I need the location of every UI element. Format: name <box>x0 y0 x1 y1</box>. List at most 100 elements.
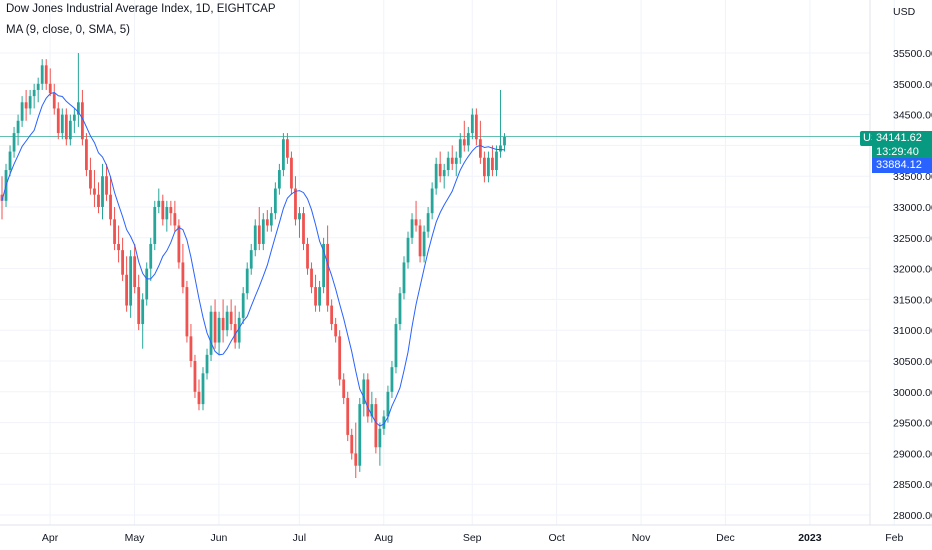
candle <box>487 151 490 183</box>
candle <box>430 182 434 220</box>
candle-body <box>64 114 68 140</box>
y-tick-label: 28500.00 <box>893 479 932 491</box>
candle-body <box>101 176 104 207</box>
candle <box>346 391 350 442</box>
candle-body <box>298 213 301 220</box>
candle <box>16 114 20 146</box>
candle <box>241 287 245 325</box>
candle-body <box>362 379 366 405</box>
candle <box>60 108 64 140</box>
candle-body <box>294 188 297 220</box>
candle <box>12 126 16 158</box>
candle <box>173 200 177 232</box>
candle <box>40 59 44 90</box>
y-tick-label: 30000.00 <box>893 387 932 399</box>
candle <box>269 207 273 232</box>
candle <box>245 262 249 300</box>
x-tick-label: Sep <box>463 532 482 544</box>
candle-body <box>414 219 418 226</box>
candle-body <box>109 194 112 220</box>
candle-body <box>72 114 76 121</box>
candle <box>458 133 462 164</box>
candle-body <box>499 145 502 152</box>
candle-body <box>181 262 185 288</box>
price-axis[interactable]: 28000.00 28500.00 29000.00 29500.00 30000.00… <box>893 48 932 522</box>
x-tick-label: Jul <box>293 532 306 544</box>
candle <box>72 108 76 134</box>
x-tick-label: Feb <box>885 532 903 544</box>
candle <box>495 145 498 177</box>
candle <box>193 354 197 398</box>
candle-body <box>157 200 161 207</box>
candle-body <box>253 225 257 251</box>
candle <box>478 120 482 164</box>
candle-body <box>269 213 273 226</box>
candles <box>0 53 506 479</box>
candle-body <box>442 170 446 177</box>
y-tick-label: 35000.00 <box>893 79 932 91</box>
candle-body <box>44 65 48 84</box>
candle-body <box>358 404 362 466</box>
candle <box>20 96 24 127</box>
candle-body <box>282 139 285 171</box>
y-tick-label: 29500.00 <box>893 418 932 430</box>
candle-body <box>374 404 378 448</box>
candle <box>157 188 161 214</box>
candle <box>85 133 88 177</box>
candle-body <box>257 225 261 244</box>
candle <box>310 262 313 294</box>
candle-body <box>16 120 20 134</box>
candle-body <box>141 299 145 325</box>
candle-body <box>117 243 120 251</box>
candle-body <box>165 207 169 220</box>
candle <box>0 176 4 220</box>
candle-body <box>390 367 394 392</box>
candle <box>326 225 330 312</box>
candle-body <box>0 194 4 201</box>
candle-body <box>450 157 454 164</box>
candle-body <box>52 93 56 109</box>
candle-body <box>129 256 133 306</box>
time-axis[interactable]: Apr May Jun Jul Aug Sep Oct Nov Dec 2023 Feb <box>42 532 904 544</box>
candle <box>406 231 410 269</box>
candle-body <box>113 219 116 244</box>
candle <box>36 77 40 103</box>
candle <box>306 237 309 275</box>
candle <box>8 145 12 177</box>
y-tick-label: 32000.00 <box>893 264 932 276</box>
candle-body <box>201 373 205 405</box>
candle-body <box>394 324 398 368</box>
candle <box>97 182 100 214</box>
candle-body <box>426 213 430 232</box>
candle <box>286 133 289 164</box>
candle <box>398 287 402 331</box>
candle <box>414 200 418 232</box>
candle <box>213 299 217 349</box>
candle <box>338 330 342 386</box>
candle-body <box>121 250 124 275</box>
candle-body <box>173 213 177 226</box>
candle <box>290 151 293 195</box>
indicator-legend[interactable]: MA (9, close, 0, SMA, 5) <box>6 24 130 36</box>
candle-body <box>487 157 490 177</box>
candle <box>314 274 317 312</box>
candle <box>149 237 153 281</box>
candle-body <box>28 96 32 109</box>
candle-body <box>76 102 80 115</box>
candle <box>24 89 28 121</box>
x-tick-label: May <box>125 532 146 544</box>
candle-body <box>402 262 406 294</box>
candle <box>113 207 116 251</box>
candle <box>141 293 145 349</box>
candle <box>205 348 209 380</box>
candle-body <box>370 404 374 417</box>
candle-body <box>221 317 225 331</box>
candle-body <box>483 157 486 177</box>
candle-body <box>32 89 36 97</box>
y-tick-label: 33500.00 <box>893 171 932 183</box>
candle <box>302 207 305 251</box>
candle <box>454 151 458 177</box>
candle-body <box>366 379 370 417</box>
candle-body <box>137 287 141 325</box>
